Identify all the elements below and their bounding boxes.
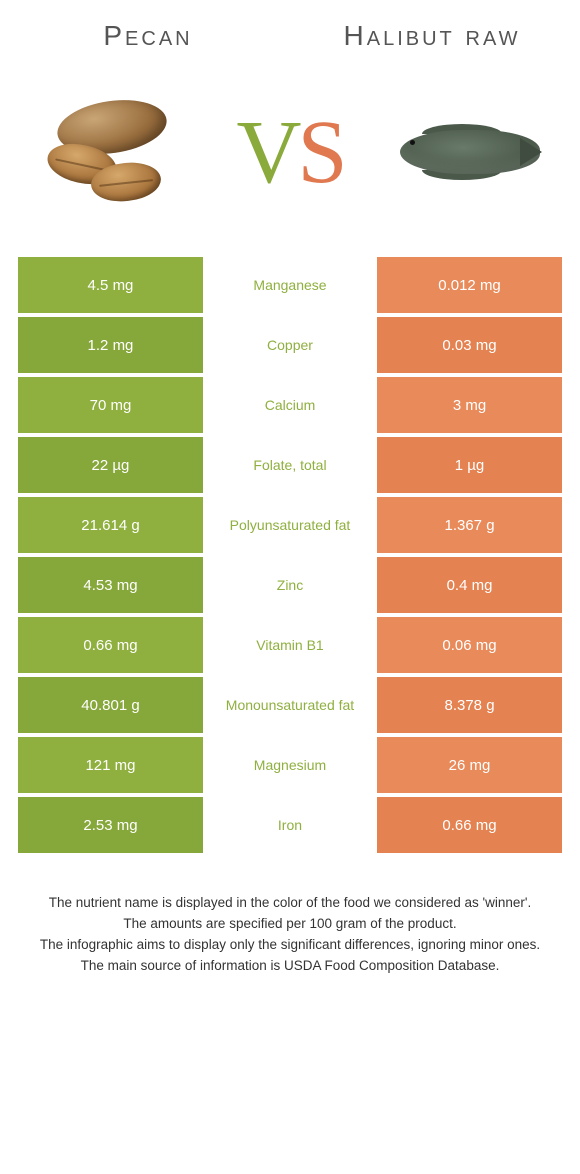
left-value: 40.801 g	[18, 677, 203, 733]
footnote-line: The infographic aims to display only the…	[32, 935, 548, 956]
table-row: 0.66 mgVitamin B10.06 mg	[18, 617, 562, 673]
nutrient-name: Folate, total	[203, 437, 377, 493]
nutrient-name: Zinc	[203, 557, 377, 613]
right-value: 0.03 mg	[377, 317, 562, 373]
left-value: 21.614 g	[18, 497, 203, 553]
nutrient-name: Monounsaturated fat	[203, 677, 377, 733]
footnotes: The nutrient name is displayed in the co…	[18, 893, 562, 977]
nutrient-name: Calcium	[203, 377, 377, 433]
right-value: 3 mg	[377, 377, 562, 433]
left-value: 4.5 mg	[18, 257, 203, 313]
left-value: 1.2 mg	[18, 317, 203, 373]
nutrient-name: Vitamin B1	[203, 617, 377, 673]
left-value: 2.53 mg	[18, 797, 203, 853]
left-value: 4.53 mg	[18, 557, 203, 613]
footnote-line: The main source of information is USDA F…	[32, 956, 548, 977]
nutrient-name: Copper	[203, 317, 377, 373]
right-value: 8.378 g	[377, 677, 562, 733]
halibut-illustration	[382, 92, 542, 212]
table-row: 22 µgFolate, total1 µg	[18, 437, 562, 493]
vs-label: VS	[236, 101, 343, 204]
table-row: 21.614 gPolyunsaturated fat1.367 g	[18, 497, 562, 553]
titles-row: Pecan Halibut raw	[18, 20, 562, 52]
nutrient-name: Iron	[203, 797, 377, 853]
footnote-line: The nutrient name is displayed in the co…	[32, 893, 548, 914]
table-row: 70 mgCalcium3 mg	[18, 377, 562, 433]
nutrient-name: Manganese	[203, 257, 377, 313]
right-food-title: Halibut raw	[332, 20, 532, 52]
table-row: 121 mgMagnesium26 mg	[18, 737, 562, 793]
right-value: 0.66 mg	[377, 797, 562, 853]
nutrient-name: Polyunsaturated fat	[203, 497, 377, 553]
left-value: 70 mg	[18, 377, 203, 433]
vs-v: V	[236, 103, 297, 202]
footnote-line: The amounts are specified per 100 gram o…	[32, 914, 548, 935]
left-value: 22 µg	[18, 437, 203, 493]
comparison-table: 4.5 mgManganese0.012 mg1.2 mgCopper0.03 …	[18, 257, 562, 853]
right-value: 0.06 mg	[377, 617, 562, 673]
table-row: 4.53 mgZinc0.4 mg	[18, 557, 562, 613]
right-value: 0.012 mg	[377, 257, 562, 313]
right-value: 26 mg	[377, 737, 562, 793]
table-row: 2.53 mgIron0.66 mg	[18, 797, 562, 853]
vs-s: S	[297, 103, 343, 202]
left-value: 121 mg	[18, 737, 203, 793]
nutrient-name: Magnesium	[203, 737, 377, 793]
pecan-illustration	[38, 92, 198, 212]
table-row: 4.5 mgManganese0.012 mg	[18, 257, 562, 313]
hero-row: VS	[18, 72, 562, 232]
left-food-title: Pecan	[48, 20, 248, 52]
right-value: 1 µg	[377, 437, 562, 493]
right-value: 0.4 mg	[377, 557, 562, 613]
table-row: 40.801 gMonounsaturated fat8.378 g	[18, 677, 562, 733]
table-row: 1.2 mgCopper0.03 mg	[18, 317, 562, 373]
left-value: 0.66 mg	[18, 617, 203, 673]
right-value: 1.367 g	[377, 497, 562, 553]
